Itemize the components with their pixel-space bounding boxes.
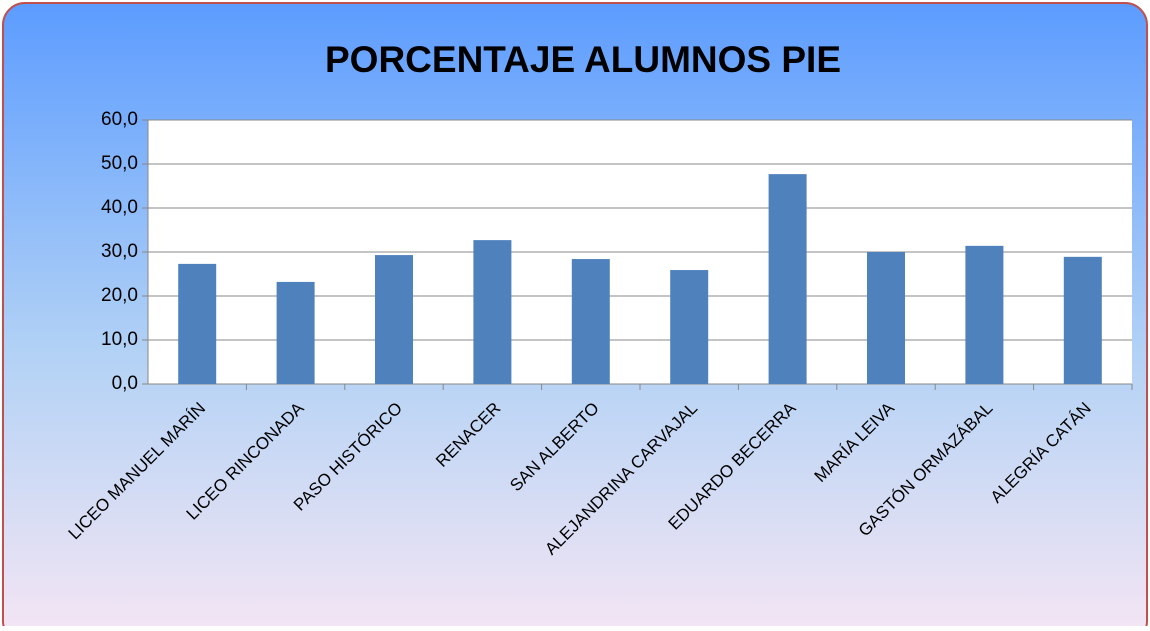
bar	[965, 245, 1004, 384]
bar	[178, 263, 217, 384]
y-tick-label: 40,0	[101, 197, 138, 218]
y-tick-label: 10,0	[101, 329, 138, 350]
bar	[571, 259, 610, 384]
y-tick-label: 60,0	[101, 109, 138, 130]
bar	[375, 255, 413, 384]
y-tick-label: 30,0	[101, 241, 138, 262]
bar	[1063, 256, 1102, 384]
y-tick-label: 0,0	[112, 373, 138, 394]
y-tick-label: 20,0	[101, 285, 138, 306]
chart-title: PORCENTAJE ALUMNOS PIE	[325, 39, 841, 80]
y-tick-label: 50,0	[101, 153, 138, 174]
bar	[473, 240, 512, 384]
bar	[670, 270, 709, 384]
bar	[867, 252, 905, 384]
bar	[768, 174, 807, 384]
bar	[276, 281, 315, 384]
